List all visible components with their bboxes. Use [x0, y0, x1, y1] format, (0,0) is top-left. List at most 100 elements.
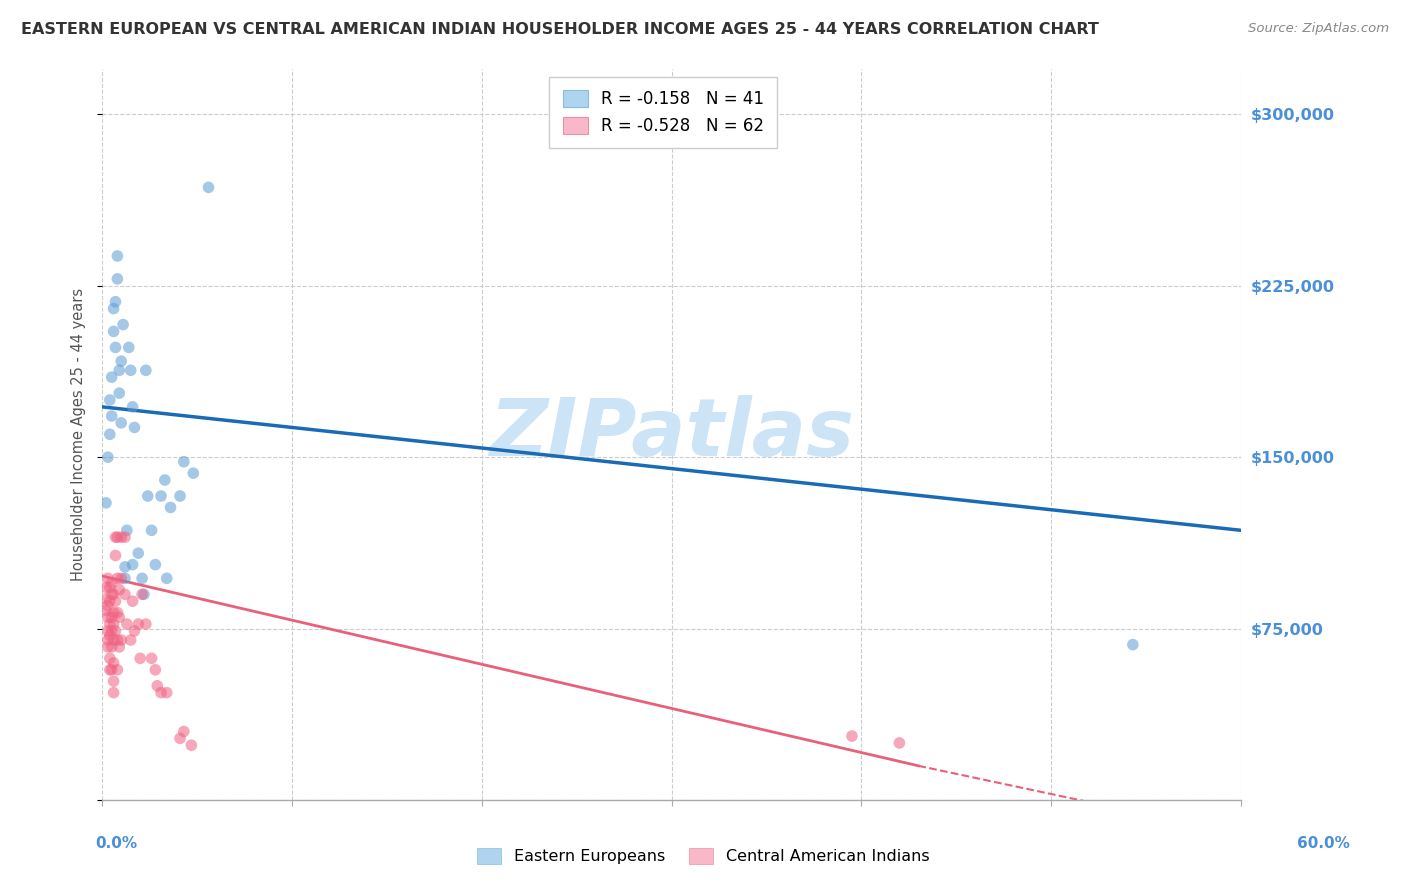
Point: [124, 624, 146, 638]
Point: [100, 370, 122, 384]
Point: [141, 524, 163, 538]
Point: [120, 363, 142, 377]
Point: [94, 591, 117, 606]
Point: [97, 640, 120, 654]
Point: [104, 624, 127, 638]
Point: [115, 617, 138, 632]
Point: [98, 617, 121, 632]
Point: [110, 416, 132, 430]
Point: [173, 724, 195, 739]
Point: [150, 489, 173, 503]
Point: [110, 633, 132, 648]
Point: [105, 571, 128, 585]
Point: [135, 363, 157, 377]
Point: [153, 473, 176, 487]
Point: [98, 594, 121, 608]
Point: [98, 651, 121, 665]
Point: [159, 500, 181, 515]
Point: [100, 640, 122, 654]
Point: [121, 400, 143, 414]
Point: [132, 587, 155, 601]
Point: [114, 587, 136, 601]
Point: [97, 599, 120, 613]
Legend: R = -0.158   N = 41, R = -0.528   N = 62: R = -0.158 N = 41, R = -0.528 N = 62: [550, 77, 778, 148]
Point: [110, 354, 132, 368]
Point: [103, 656, 125, 670]
Point: [131, 571, 153, 585]
Text: ZIPatlas: ZIPatlas: [489, 395, 853, 474]
Point: [112, 318, 135, 332]
Point: [100, 624, 122, 638]
Point: [120, 633, 142, 648]
Point: [98, 628, 121, 642]
Point: [156, 571, 179, 585]
Point: [124, 420, 146, 434]
Y-axis label: Householder Income Ages 25 - 44 years: Householder Income Ages 25 - 44 years: [72, 288, 86, 581]
Point: [131, 587, 153, 601]
Point: [98, 392, 121, 407]
Point: [143, 663, 166, 677]
Point: [104, 340, 127, 354]
Point: [136, 489, 159, 503]
Point: [143, 558, 166, 572]
Point: [103, 325, 125, 339]
Point: [100, 610, 122, 624]
Point: [104, 594, 127, 608]
Point: [108, 386, 131, 401]
Point: [115, 524, 138, 538]
Point: [1122, 638, 1144, 652]
Point: [94, 603, 117, 617]
Point: [127, 546, 149, 560]
Point: [98, 427, 121, 442]
Point: [98, 581, 121, 595]
Point: [110, 571, 132, 585]
Point: [97, 633, 120, 648]
Point: [114, 560, 136, 574]
Legend: Eastern Europeans, Central American Indians: Eastern Europeans, Central American Indi…: [471, 841, 935, 871]
Point: [103, 606, 125, 620]
Point: [169, 731, 191, 746]
Point: [156, 685, 179, 699]
Point: [841, 729, 863, 743]
Point: [146, 679, 169, 693]
Text: 0.0%: 0.0%: [96, 836, 138, 851]
Point: [889, 736, 911, 750]
Point: [104, 294, 127, 309]
Point: [100, 409, 122, 423]
Point: [105, 530, 128, 544]
Point: [127, 617, 149, 632]
Point: [103, 685, 125, 699]
Point: [105, 663, 128, 677]
Text: Source: ZipAtlas.com: Source: ZipAtlas.com: [1249, 22, 1389, 36]
Point: [135, 617, 157, 632]
Point: [94, 581, 117, 595]
Point: [108, 640, 131, 654]
Point: [141, 651, 163, 665]
Text: 60.0%: 60.0%: [1296, 836, 1350, 851]
Point: [118, 340, 141, 354]
Point: [100, 575, 122, 590]
Point: [114, 571, 136, 585]
Point: [173, 455, 195, 469]
Point: [108, 582, 131, 597]
Point: [181, 466, 204, 480]
Point: [114, 530, 136, 544]
Point: [108, 363, 131, 377]
Point: [197, 180, 219, 194]
Point: [180, 738, 202, 752]
Point: [129, 651, 152, 665]
Text: EASTERN EUROPEAN VS CENTRAL AMERICAN INDIAN HOUSEHOLDER INCOME AGES 25 - 44 YEAR: EASTERN EUROPEAN VS CENTRAL AMERICAN IND…: [21, 22, 1099, 37]
Point: [110, 530, 132, 544]
Point: [97, 450, 120, 465]
Point: [121, 594, 143, 608]
Point: [150, 685, 173, 699]
Point: [100, 663, 122, 677]
Point: [97, 624, 120, 638]
Point: [105, 249, 128, 263]
Point: [105, 272, 128, 286]
Point: [103, 617, 125, 632]
Point: [98, 663, 121, 677]
Point: [121, 558, 143, 572]
Point: [97, 571, 120, 585]
Point: [105, 606, 128, 620]
